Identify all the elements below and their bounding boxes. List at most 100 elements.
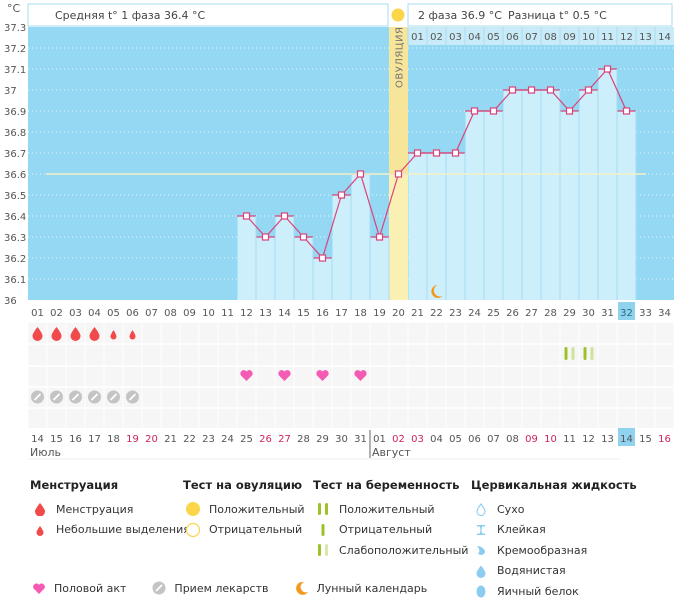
legend-item: Слабоположительный xyxy=(313,540,468,561)
temperature-bar xyxy=(313,258,332,300)
legend-cervical-fluid-title: Цервикальная жидкость xyxy=(471,478,637,492)
cycle-day-label: 26 xyxy=(506,308,519,319)
calendar-date-label: 15 xyxy=(50,434,63,445)
cycle-day-label: 21 xyxy=(411,308,424,319)
calendar-date-label: 21 xyxy=(164,434,177,445)
pill-icon-stripe xyxy=(109,393,118,401)
pill-icon-stripe xyxy=(33,393,42,401)
calendar-date-label: 01 xyxy=(373,434,386,445)
temperature-bar xyxy=(446,153,465,300)
temperature-point xyxy=(299,233,308,241)
legend-item: Менструация xyxy=(30,499,190,520)
temperature-point xyxy=(280,212,289,220)
heart-icon xyxy=(316,370,329,381)
blood-drop-icon xyxy=(51,327,62,342)
legend-item: Лунный календарь xyxy=(293,580,427,596)
post-ovulation-day-label: 05 xyxy=(487,32,500,43)
phase2-header-box xyxy=(407,3,673,27)
temperature-bar xyxy=(294,237,313,300)
legend-item: Клейкая xyxy=(471,520,637,541)
legend-item: Прием лекарств xyxy=(150,580,269,596)
legend-label: Сухо xyxy=(497,502,525,516)
temperature-point xyxy=(508,86,517,94)
post-ovulation-day-label: 04 xyxy=(468,32,481,43)
legend-item: Положительный xyxy=(183,499,305,520)
temperature-bar xyxy=(351,174,370,300)
temperature-bar xyxy=(598,69,617,300)
y-axis-labels: 37.3 37.2 37.1 37 36.9 36.8 36.7 36.6 36.5 36.4 36… xyxy=(4,23,26,307)
calendar-date-label: 06 xyxy=(468,434,481,445)
month-label: Август xyxy=(372,446,411,459)
blood-drop-icon xyxy=(30,501,50,517)
temperature-point xyxy=(318,254,327,262)
small-blood-drop-icon xyxy=(30,522,50,538)
calendar-date-label: 23 xyxy=(202,434,215,445)
legend-item: Положительный xyxy=(313,499,468,520)
post-ovulation-day-label: 13 xyxy=(639,32,652,43)
calendar-date-label: 28 xyxy=(297,434,310,445)
creamy-icon xyxy=(471,542,491,558)
heart-icon xyxy=(240,370,253,381)
calendar-date-label: 27 xyxy=(278,434,291,445)
cycle-day-label: 29 xyxy=(563,308,576,319)
legend-menstruation: Менструация Менструация Небольшие выделе… xyxy=(30,478,190,540)
legend-label: Клейкая xyxy=(497,523,546,537)
temperature-bar xyxy=(503,90,522,300)
heart-icon xyxy=(30,580,48,596)
cycle-day-label: 33 xyxy=(639,308,652,319)
cycle-day-label: 12 xyxy=(240,308,253,319)
cycle-day-label: 32 xyxy=(620,308,633,319)
temperature-point xyxy=(261,233,270,241)
legend-pregnancy-test: Тест на беременность Положительный Отриц… xyxy=(313,478,468,561)
cycle-day-label: 20 xyxy=(392,308,405,319)
cycle-day-label: 04 xyxy=(88,308,101,319)
cycle-day-label: 08 xyxy=(164,308,177,319)
legend-cervical-fluid: Цервикальная жидкость Сухо Клейкая Кремо… xyxy=(471,478,637,602)
cycle-day-label: 09 xyxy=(183,308,196,319)
moon-icon xyxy=(293,580,311,596)
dry-drop-icon xyxy=(471,501,491,517)
y-tick-label: 36.8 xyxy=(4,128,26,139)
blood-drop-icon xyxy=(70,327,81,342)
calendar-date-label: 15 xyxy=(639,434,652,445)
calendar-date-label: 29 xyxy=(316,434,329,445)
calendar-date-label: 09 xyxy=(525,434,538,445)
temperature-bar xyxy=(408,153,427,300)
y-tick-label: 37 xyxy=(4,86,17,97)
small-blood-drop-icon xyxy=(129,330,136,340)
heart-icon xyxy=(354,370,367,381)
legend-item: Небольшие выделения xyxy=(30,520,190,541)
ovulation-column-top xyxy=(389,27,408,174)
pill-icon xyxy=(150,580,168,596)
temperature-point xyxy=(546,86,555,94)
cycle-day-label: 23 xyxy=(449,308,462,319)
temperature-bar xyxy=(237,216,256,300)
sticky-icon xyxy=(471,522,491,538)
cycle-day-label: 15 xyxy=(297,308,310,319)
legend-pregnancy-test-title: Тест на беременность xyxy=(313,478,460,492)
heart-icon xyxy=(278,370,291,381)
pill-icon-stripe xyxy=(52,393,61,401)
pill-icon-stripe xyxy=(90,393,99,401)
calendar-date-label: 22 xyxy=(183,434,196,445)
legend-item: Кремообразная xyxy=(471,540,637,561)
egg-white-icon xyxy=(471,583,491,599)
y-tick-label: 36.1 xyxy=(4,275,26,286)
pregnancy-test-weak-line-icon xyxy=(571,347,575,360)
calendar-date-label: 30 xyxy=(335,434,348,445)
pregnancy-test-line-icon xyxy=(583,347,587,360)
cycle-day-label: 18 xyxy=(354,308,367,319)
phase2-average-text: 2 фаза 36.9 °C xyxy=(418,9,502,22)
legend-item: Отрицательный xyxy=(183,520,305,541)
calendar-date-label: 14 xyxy=(31,434,44,445)
calendar-date-label: 16 xyxy=(69,434,82,445)
post-ovulation-day-label: 03 xyxy=(449,32,462,43)
post-ovulation-day-labels: 01 02 03 04 05 06 07 08 09 10 11 12 13 14 xyxy=(411,32,671,43)
small-blood-drop-icon xyxy=(110,330,117,340)
weak-lines-icon xyxy=(313,542,333,558)
legend-label: Яичный белок xyxy=(497,584,579,598)
legend-label: Прием лекарств xyxy=(174,581,269,595)
calendar-date-label: 25 xyxy=(240,434,253,445)
calendar-date-label: 02 xyxy=(392,434,405,445)
calendar-date-label: 04 xyxy=(430,434,443,445)
